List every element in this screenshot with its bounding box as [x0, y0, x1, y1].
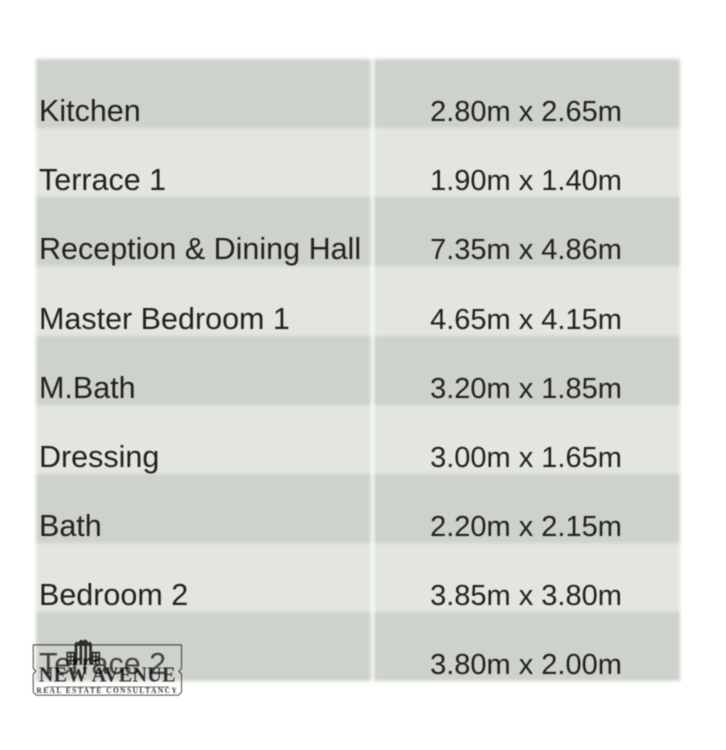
svg-text:REAL ESTATE CONSULTANCY: REAL ESTATE CONSULTANCY	[36, 686, 178, 695]
svg-text:NEW AVENUE: NEW AVENUE	[39, 664, 176, 687]
